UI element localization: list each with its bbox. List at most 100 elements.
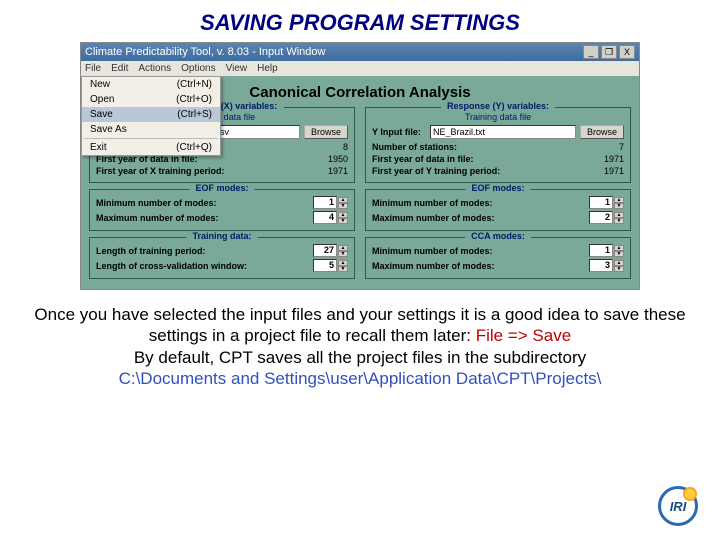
body-line2: By default, CPT saves all the project fi… <box>134 348 586 367</box>
group-title: CCA modes: <box>465 231 531 241</box>
kv-row: Length of training period: 27▲▼ <box>96 244 348 257</box>
kv-row: Minimum number of modes: 1▲▼ <box>96 196 348 209</box>
y-file-label: Y Input file: <box>372 127 426 137</box>
menu-item-accel: (Ctrl+Q) <box>176 142 212 153</box>
slide-title: SAVING PROGRAM SETTINGS <box>0 0 720 42</box>
spin-down-icon[interactable]: ▼ <box>338 203 348 209</box>
menu-actions[interactable]: Actions <box>138 63 171 74</box>
spin-value: 1 <box>589 196 613 209</box>
kv-row: Minimum number of modes: 1▲▼ <box>372 244 624 257</box>
kv-row: Maximum number of modes: 3▲▼ <box>372 259 624 272</box>
kv-row: First year of X training period:1971 <box>96 166 348 176</box>
file-dropdown-menu: New (Ctrl+N) Open (Ctrl+O) Save (Ctrl+S)… <box>81 76 221 156</box>
spin-value: 4 <box>313 211 337 224</box>
menu-item-save[interactable]: Save (Ctrl+S) <box>82 107 220 122</box>
x-browse-button[interactable]: Browse <box>304 125 348 139</box>
menu-item-accel: (Ctrl+O) <box>176 94 212 105</box>
spin-value: 1 <box>589 244 613 257</box>
group-subtitle: Training data file <box>372 112 624 122</box>
spin-down-icon[interactable]: ▼ <box>614 218 624 224</box>
screenshot-container: Climate Predictability Tool, v. 8.03 - I… <box>0 42 720 290</box>
group-title: Training data: <box>186 231 257 241</box>
spin-value: 3 <box>589 259 613 272</box>
kv-row: First year of Y training period:1971 <box>372 166 624 176</box>
cca-group: CCA modes: Minimum number of modes: 1▲▼ … <box>365 237 631 279</box>
kv-key: Length of training period: <box>96 246 206 256</box>
menu-item-label: Save <box>90 109 113 120</box>
body-highlight: File => Save <box>476 326 571 345</box>
menu-item-accel: (Ctrl+S) <box>177 109 212 120</box>
spin-max-cca[interactable]: 3▲▼ <box>589 259 624 272</box>
logo-text: IRI <box>670 499 687 514</box>
training-group: Training data: Length of training period… <box>89 237 355 279</box>
spin-value: 5 <box>313 259 337 272</box>
kv-row: Length of cross-validation window: 5▲▼ <box>96 259 348 272</box>
menu-item-exit[interactable]: Exit (Ctrl+Q) <box>82 140 220 155</box>
body-line1: Once you have selected the input files a… <box>34 305 685 345</box>
spin-down-icon[interactable]: ▼ <box>614 266 624 272</box>
slide-body-text: Once you have selected the input files a… <box>0 290 720 389</box>
kv-row: Maximum number of modes: 4▲▼ <box>96 211 348 224</box>
menu-view[interactable]: View <box>226 63 248 74</box>
spin-min-cca[interactable]: 1▲▼ <box>589 244 624 257</box>
kv-row: Minimum number of modes: 1▲▼ <box>372 196 624 209</box>
menu-item-new[interactable]: New (Ctrl+N) <box>82 77 220 92</box>
sun-icon <box>683 487 697 501</box>
group-title: EOF modes: <box>189 183 254 193</box>
spin-value: 27 <box>313 244 337 257</box>
kv-key: Minimum number of modes: <box>372 198 493 208</box>
y-file-row: Y Input file: Browse <box>372 125 624 139</box>
kv-key: Maximum number of modes: <box>372 213 495 223</box>
menu-item-open[interactable]: Open (Ctrl+O) <box>82 92 220 107</box>
menu-options[interactable]: Options <box>181 63 215 74</box>
kv-val: 1950 <box>314 154 348 164</box>
spin-min-x-eof[interactable]: 1▲▼ <box>313 196 348 209</box>
window-body: New (Ctrl+N) Open (Ctrl+O) Save (Ctrl+S)… <box>81 76 639 289</box>
kv-val: 8 <box>314 142 348 152</box>
menu-help[interactable]: Help <box>257 63 278 74</box>
y-browse-button[interactable]: Browse <box>580 125 624 139</box>
group-title: EOF modes: <box>465 183 530 193</box>
menu-item-label: Exit <box>90 142 107 153</box>
menu-file[interactable]: File <box>85 63 101 74</box>
kv-row: Number of stations:7 <box>372 142 624 152</box>
spin-down-icon[interactable]: ▼ <box>338 251 348 257</box>
iri-logo: IRI <box>658 486 698 526</box>
kv-val: 1971 <box>314 166 348 176</box>
kv-key: Minimum number of modes: <box>96 198 217 208</box>
spin-min-y-eof[interactable]: 1▲▼ <box>589 196 624 209</box>
spin-down-icon[interactable]: ▼ <box>614 203 624 209</box>
kv-row: First year of data in file: 1971 <box>372 154 624 164</box>
menu-edit[interactable]: Edit <box>111 63 128 74</box>
body-path: C:\Documents and Settings\user\Applicati… <box>119 369 602 388</box>
right-column: Response (Y) variables: Training data fi… <box>365 107 631 279</box>
kv-key: Number of stations: <box>372 142 457 152</box>
spin-cv-window[interactable]: 5▲▼ <box>313 259 348 272</box>
minimize-button[interactable]: _ <box>583 45 599 59</box>
kv-key: Maximum number of modes: <box>96 213 219 223</box>
left-eof-group: EOF modes: Minimum number of modes: 1▲▼ … <box>89 189 355 231</box>
kv-val: 1971 <box>590 154 624 164</box>
menubar: File Edit Actions Options View Help <box>81 61 639 76</box>
right-eof-group: EOF modes: Minimum number of modes: 1▲▼ … <box>365 189 631 231</box>
menu-item-accel: (Ctrl+N) <box>177 79 212 90</box>
spin-down-icon[interactable]: ▼ <box>614 251 624 257</box>
maximize-button[interactable]: ❐ <box>601 45 617 59</box>
y-file-input[interactable] <box>430 125 576 139</box>
menu-item-label: Save As <box>90 124 127 135</box>
titlebar-button-group: _ ❐ X <box>583 45 635 59</box>
menu-item-saveas[interactable]: Save As <box>82 122 220 137</box>
spin-down-icon[interactable]: ▼ <box>338 266 348 272</box>
spin-down-icon[interactable]: ▼ <box>338 218 348 224</box>
menu-item-label: Open <box>90 94 114 105</box>
kv-key: Maximum number of modes: <box>372 261 495 271</box>
spin-training-length[interactable]: 27▲▼ <box>313 244 348 257</box>
close-button[interactable]: X <box>619 45 635 59</box>
spin-max-y-eof[interactable]: 2▲▼ <box>589 211 624 224</box>
spin-value: 2 <box>589 211 613 224</box>
spin-max-x-eof[interactable]: 4▲▼ <box>313 211 348 224</box>
kv-key: First year of data in file: <box>372 154 474 164</box>
kv-key: Minimum number of modes: <box>372 246 493 256</box>
app-window: Climate Predictability Tool, v. 8.03 - I… <box>80 42 640 290</box>
window-title: Climate Predictability Tool, v. 8.03 - I… <box>85 46 325 58</box>
